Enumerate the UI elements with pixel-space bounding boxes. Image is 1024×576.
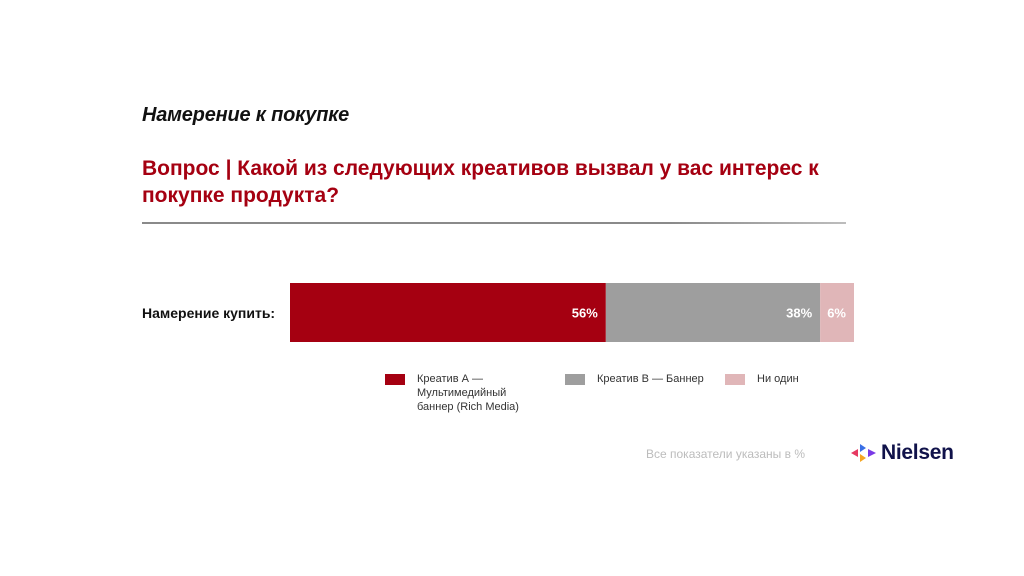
legend-swatch-creative-b xyxy=(565,374,585,385)
legend-label-none: Ни один xyxy=(757,373,799,385)
legend-swatch-creative-a xyxy=(385,374,405,385)
legend-item-none: Ни один xyxy=(725,372,877,386)
slide-title: Намерение к покупке xyxy=(142,104,350,126)
nielsen-logo-icon xyxy=(851,444,876,462)
bar-segment-creative-a xyxy=(290,283,606,342)
legend-swatch-none xyxy=(725,374,745,385)
brand-name: Nielsen xyxy=(881,441,954,464)
bar-segment-none xyxy=(820,283,854,342)
bar-segment-creative-b xyxy=(605,283,821,342)
bar-value-label-creative-b: 38% xyxy=(786,306,812,321)
legend-label-creative-a: Креатив А — Мультимедийный баннер (Rich … xyxy=(417,373,519,413)
chart-legend: Креатив А — Мультимедийный баннер (Rich … xyxy=(0,372,1024,422)
legend-item-creative-b: Креатив В — Баннер xyxy=(565,372,717,386)
bar-value-label-creative-a: 56% xyxy=(572,306,598,321)
footnote-text: Все показатели указаны в % xyxy=(646,447,806,461)
question-text: Вопрос | Какой из следующих креативов вы… xyxy=(142,157,819,207)
legend-item-creative-a: Креатив А — Мультимедийный баннер (Rich … xyxy=(385,372,537,414)
title-divider xyxy=(142,222,846,224)
nielsen-logo: Nielsen xyxy=(851,441,954,465)
bar-row-label: Намерение купить: xyxy=(142,305,276,321)
legend-label-creative-b: Креатив В — Баннер xyxy=(597,373,704,385)
bar-value-label-none: 6% xyxy=(827,306,846,321)
